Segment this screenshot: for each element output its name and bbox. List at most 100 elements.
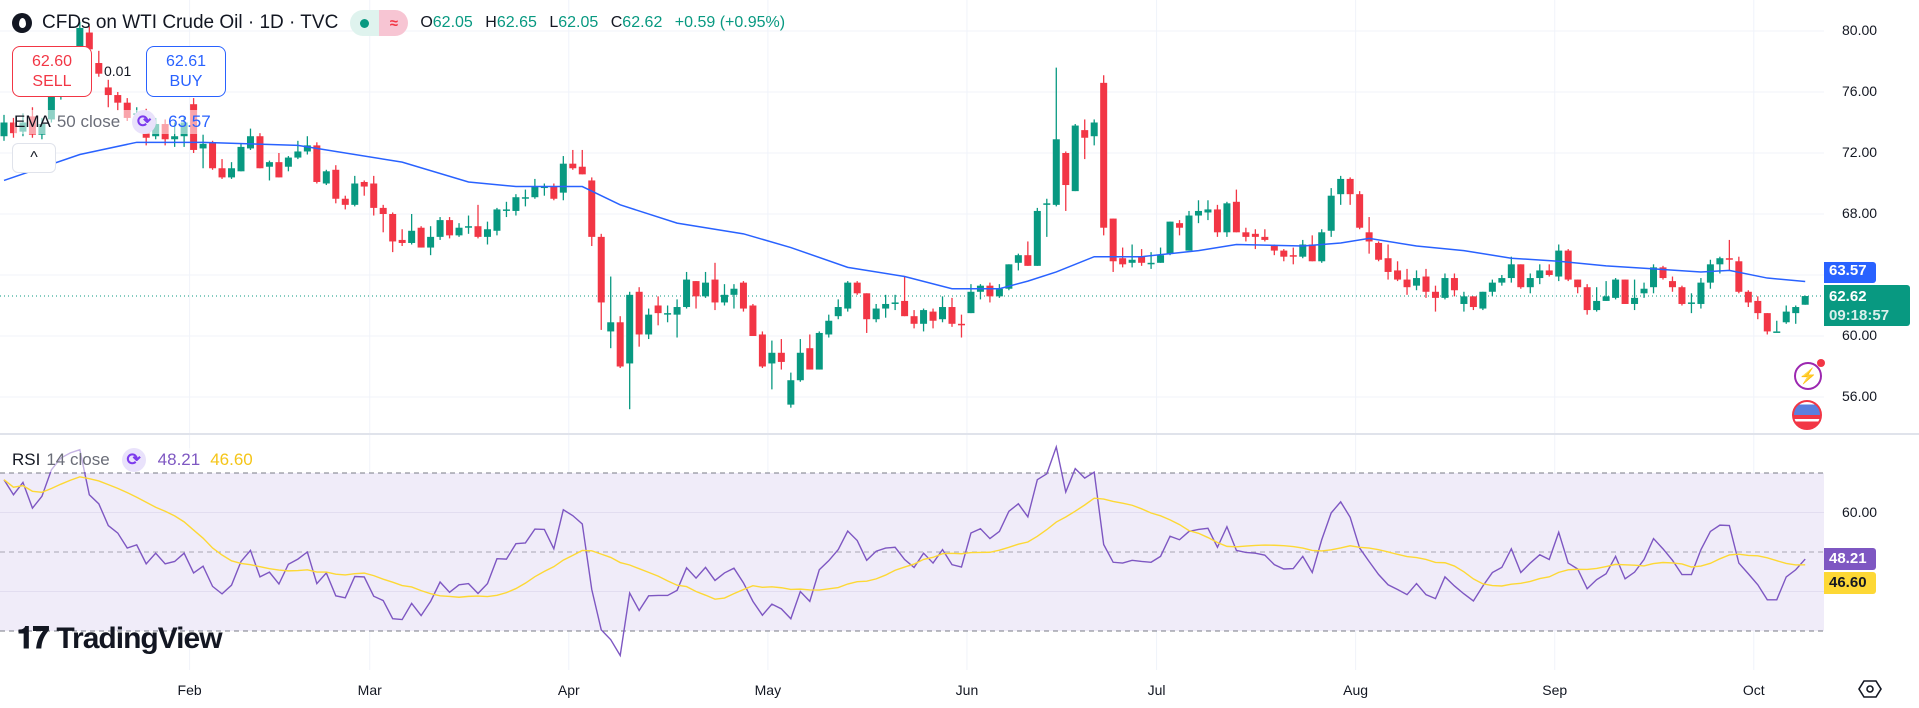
candle	[1318, 229, 1326, 263]
candle-body	[1792, 307, 1800, 314]
candle-body	[882, 303, 890, 309]
candle-body	[1536, 270, 1544, 279]
candle-body	[455, 227, 463, 236]
candle	[720, 284, 728, 306]
candle	[1100, 75, 1108, 236]
chart-settings-icon[interactable]	[1858, 679, 1882, 699]
candle	[455, 223, 463, 237]
us-flag-event-icon[interactable]	[1792, 400, 1822, 430]
candle	[512, 194, 520, 216]
candle-body	[389, 214, 397, 242]
candle	[1308, 235, 1316, 262]
candle-body	[218, 168, 226, 178]
collapse-legend-button[interactable]: ^	[12, 143, 56, 173]
candle-body	[834, 307, 842, 317]
candle-body	[1071, 125, 1079, 192]
rsi-ma-value: 46.60	[210, 450, 253, 469]
candle-body	[1744, 291, 1752, 303]
candle-body	[939, 307, 947, 320]
status-pill[interactable]: ≈	[350, 10, 409, 36]
candle-body	[1488, 282, 1496, 292]
candle	[1555, 244, 1563, 282]
buy-button[interactable]: 62.61 BUY	[146, 46, 226, 97]
sell-button[interactable]: 62.60 SELL	[12, 46, 92, 97]
candle-body	[1280, 250, 1288, 257]
candle-body	[1631, 297, 1639, 304]
candle	[1346, 177, 1354, 205]
sell-label: SELL	[32, 72, 72, 90]
candle-body	[787, 380, 795, 405]
candle	[645, 308, 653, 340]
candle	[1754, 296, 1762, 320]
candle	[1469, 296, 1477, 311]
candle-body	[891, 302, 899, 304]
refresh-icon[interactable]: ⟳	[132, 110, 157, 134]
high-value: 62.65	[496, 14, 537, 31]
candle-body	[1176, 223, 1184, 228]
candle	[540, 183, 548, 196]
rsi-legend[interactable]: RSI 14 close ⟳ 48.21 46.60	[12, 448, 253, 472]
candle-body	[85, 32, 93, 50]
market-open-dot-icon	[350, 10, 380, 36]
candle	[1384, 244, 1392, 280]
candle	[1640, 282, 1648, 298]
candle-body	[1517, 264, 1525, 288]
refresh-icon[interactable]: ⟳	[121, 448, 146, 472]
ema-value: 63.57	[168, 112, 211, 131]
candle-body	[1431, 291, 1439, 298]
candle-body	[1469, 296, 1477, 308]
ohlc-values: O62.05 H62.65 L62.05 C62.62 +0.59 (+0.95…	[420, 14, 793, 32]
candle	[209, 140, 217, 170]
economic-event-lightning-icon[interactable]: ⚡	[1794, 359, 1825, 390]
candle-body	[1052, 139, 1060, 205]
candle	[1422, 268, 1430, 298]
candle-body	[844, 282, 852, 309]
candle-body	[967, 291, 975, 314]
candle	[597, 233, 605, 330]
candle-body	[275, 162, 283, 178]
candle-body	[114, 95, 122, 103]
candle	[1024, 241, 1032, 266]
candle	[815, 331, 823, 370]
candle-body	[1138, 256, 1146, 263]
time-axis-label: Aug	[1343, 682, 1369, 698]
candle-body	[1725, 258, 1733, 260]
candle-body	[588, 180, 596, 237]
candle-body	[417, 227, 425, 248]
candle	[796, 339, 804, 382]
candle-body	[1375, 242, 1383, 260]
candle-body	[1754, 300, 1762, 314]
ema-legend[interactable]: EMA 50 close ⟳ 63.57	[14, 110, 211, 134]
pane-separator	[0, 433, 1919, 435]
tradingview-logo[interactable]: 𝟏𝟕 TradingView	[17, 622, 223, 656]
candle-body	[398, 239, 406, 243]
candle	[692, 281, 700, 309]
candle-body	[1422, 276, 1430, 292]
candle-body	[758, 334, 766, 367]
candle-body	[720, 294, 728, 303]
candle-body	[702, 282, 710, 297]
candle	[1602, 281, 1610, 301]
open-label: O	[420, 14, 433, 31]
candle-body	[1100, 82, 1108, 228]
candle	[569, 149, 577, 170]
candle-body	[1365, 232, 1373, 242]
candle	[683, 271, 691, 309]
candle	[1773, 320, 1781, 333]
symbol-title[interactable]: CFDs on WTI Crude Oil · 1D · TVC	[42, 12, 339, 33]
price-axis-label: 72.00	[1842, 144, 1878, 160]
candle-body	[237, 146, 245, 172]
candle-body	[1299, 244, 1307, 257]
candle-body	[1659, 267, 1667, 279]
candle-body	[1612, 279, 1620, 298]
candle-body	[531, 186, 539, 198]
candle-body	[1583, 287, 1591, 311]
candle-body	[1621, 279, 1629, 304]
candle	[465, 215, 473, 234]
candle-body	[597, 236, 605, 303]
time-axis-label: Mar	[357, 682, 382, 698]
candle-body	[1650, 267, 1658, 288]
candle	[1801, 295, 1809, 305]
candle-body	[863, 293, 871, 320]
